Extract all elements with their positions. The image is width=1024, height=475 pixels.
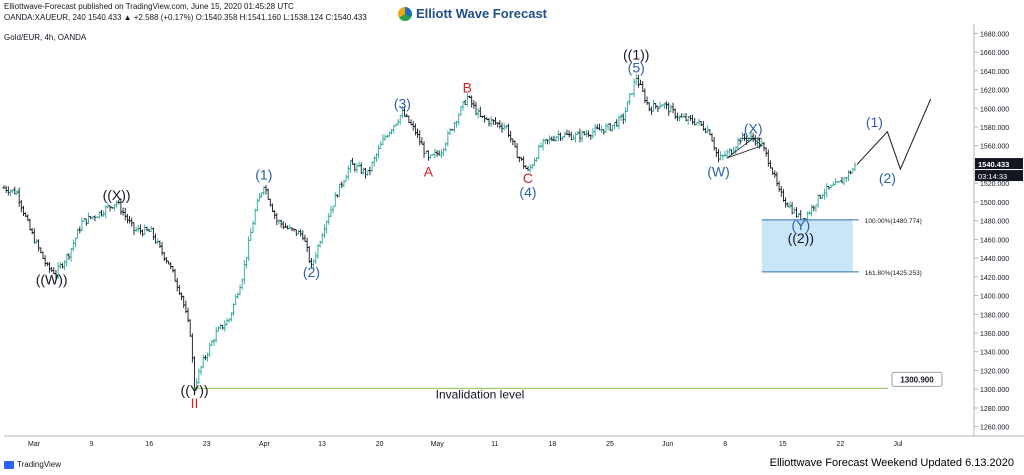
y-tick-label: 1620.000 — [980, 88, 1009, 95]
wave-label: C — [523, 170, 533, 186]
triangle-pattern — [726, 137, 763, 159]
y-tick-label: 1600.000 — [980, 106, 1009, 113]
wave-label: (W) — [707, 164, 730, 180]
x-tick-label: 20 — [376, 441, 384, 448]
y-tick-label: 1640.000 — [980, 69, 1009, 76]
y-tick-label: 1660.000 — [980, 50, 1009, 57]
brand-name: Elliott Wave Forecast — [416, 6, 547, 21]
y-tick-label: 1420.000 — [980, 275, 1009, 282]
wave-label: (2) — [303, 264, 320, 280]
timer-badge-label: 03:14:33 — [978, 172, 1007, 181]
price-badge — [975, 158, 1023, 170]
invalidation-badge-label: 1300.900 — [900, 375, 934, 384]
y-tick-label: 1440.000 — [980, 256, 1009, 263]
y-tick-label: 1340.000 — [980, 350, 1009, 357]
x-tick-label: 13 — [318, 441, 326, 448]
publisher-line: Elliottwave-Forecast published on Tradin… — [4, 2, 294, 11]
projection-path — [856, 98, 932, 171]
invalidation-badge — [891, 371, 943, 387]
wave-label: ((2)) — [788, 230, 814, 246]
timer-badge — [975, 170, 1023, 182]
symbol-line: OANDA:XAUEUR, 240 1540.433 ▲ +2.588 (+0.… — [4, 13, 367, 22]
x-tick-label: 15 — [779, 441, 787, 448]
chart-label: Gold/EUR, 4h, OANDA — [4, 33, 87, 42]
y-tick-label: 1500.000 — [980, 200, 1009, 207]
x-tick-label: Mar — [28, 441, 41, 448]
fib-label: 161.80%(1425.253) — [865, 270, 922, 277]
x-tick-label: 18 — [549, 441, 557, 448]
x-tick-label: Jun — [662, 441, 673, 448]
target-box — [761, 219, 853, 272]
y-tick-label: 1360.000 — [980, 331, 1009, 338]
y-tick-label: 1480.000 — [980, 219, 1009, 226]
price-badge-label: 1540.433 — [978, 160, 1009, 169]
tradingview-label: TradingView — [17, 460, 62, 469]
x-tick-label: 11 — [491, 441, 498, 448]
y-tick-label: 1680.000 — [980, 31, 1009, 38]
wave-label: ((Y)) — [181, 382, 209, 398]
y-tick-label: 1380.000 — [980, 312, 1009, 319]
x-tick-label: 16 — [145, 441, 153, 448]
wave-label: A — [424, 164, 434, 180]
wave-label: (2) — [879, 170, 896, 186]
y-tick-label: 1460.000 — [980, 237, 1009, 244]
y-tick-label: 1260.000 — [980, 425, 1009, 432]
wave-label: (3) — [394, 95, 411, 111]
x-tick-label: May — [431, 441, 445, 448]
y-tick-label: 1520.000 — [980, 181, 1009, 188]
y-tick-label: 1320.000 — [980, 368, 1009, 375]
tradingview-logo[interactable]: TradingView — [4, 460, 61, 469]
wave-label: ((X)) — [103, 187, 131, 203]
y-tick-label: 1280.000 — [980, 406, 1009, 413]
wave-label: ((1)) — [623, 47, 649, 63]
fib-label: 100.00%(1480.774) — [865, 218, 922, 225]
wave-label: B — [463, 79, 472, 95]
x-tick-label: 25 — [606, 441, 614, 448]
wave-label: (1) — [255, 166, 272, 182]
y-tick-label: 1560.000 — [980, 144, 1009, 151]
x-tick-label: 9 — [90, 441, 94, 448]
x-tick-label: Apr — [259, 441, 271, 448]
wave-label: (5) — [628, 60, 645, 76]
brand: Elliott Wave Forecast — [398, 6, 547, 21]
y-tick-label: 1580.000 — [980, 125, 1009, 132]
invalidation-label: Invalidation level — [436, 387, 525, 401]
tradingview-logo-icon — [4, 460, 14, 469]
x-tick-label: 8 — [723, 441, 727, 448]
y-tick-label: 1400.000 — [980, 294, 1009, 301]
x-tick-label: 22 — [837, 441, 845, 448]
wave-label: (4) — [519, 184, 536, 200]
wave-label: (1) — [866, 114, 883, 130]
x-tick-label: 23 — [203, 441, 211, 448]
price-bars — [2, 74, 857, 391]
wave-label: (X) — [744, 121, 763, 137]
wave-label: II — [191, 395, 199, 411]
update-note: Elliottwave Forecast Weekend Updated 6.1… — [769, 457, 1014, 469]
wave-label: (Y) — [791, 217, 810, 233]
y-tick-label: 1300.000 — [980, 387, 1009, 394]
brand-logo-icon — [398, 6, 412, 21]
wave-label: ((W)) — [36, 271, 68, 287]
x-tick-label: Jul — [894, 441, 903, 448]
